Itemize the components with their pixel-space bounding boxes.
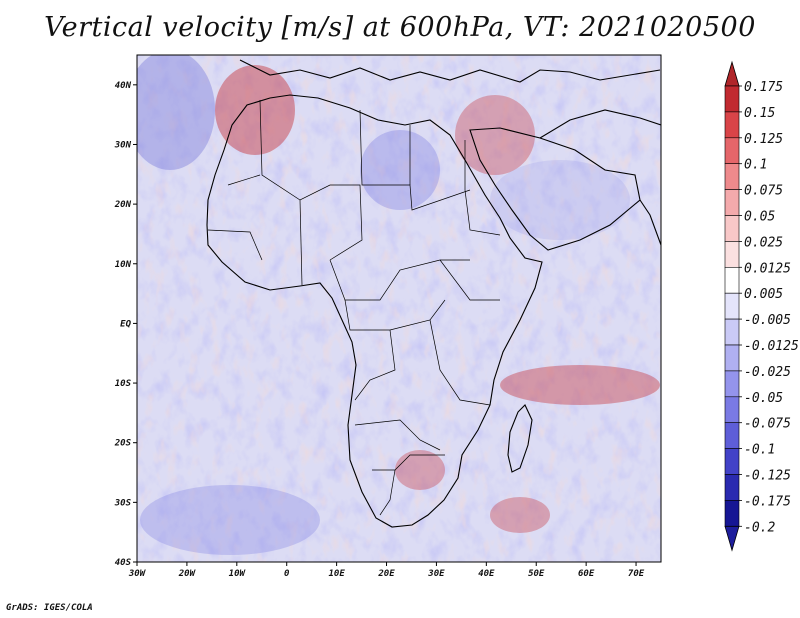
- x-tick-label: 30E: [427, 569, 445, 579]
- iran-coastline: [539, 109, 661, 139]
- colorbar-swatch: [724, 474, 740, 501]
- colorbar-label: 0.075: [744, 184, 783, 199]
- y-tick-label: 40S: [115, 558, 132, 568]
- y-tick-label: 20S: [114, 439, 132, 449]
- colorbar-label: -0.125: [744, 469, 791, 484]
- y-tick-label: 30S: [114, 498, 132, 508]
- colorbar-label: 0.0125: [744, 261, 791, 276]
- colorbar-swatch: [724, 266, 740, 294]
- colorbar-swatch: [724, 370, 740, 398]
- x-tick-label: 60E: [578, 569, 595, 579]
- colorbar-label: -0.175: [744, 494, 791, 509]
- x-tick-label: 50E: [528, 569, 545, 579]
- europe-coastline: [239, 59, 661, 83]
- colorbar-label: 0.005: [744, 287, 783, 302]
- y-axis: 40N 30N 20N 10N EQ 10S 20S 30S 40S: [114, 81, 137, 568]
- colorbar-label: 0.1: [744, 158, 767, 173]
- colorbar-label: 0.05: [744, 210, 775, 225]
- colorbar-label: 0.175: [744, 80, 783, 95]
- colorbar-label: -0.05: [744, 391, 783, 406]
- grads-credit: GrADS: IGES/COLA: [6, 603, 93, 613]
- colorbar-swatch: [724, 189, 740, 216]
- colorbar-swatch: [724, 396, 740, 423]
- colorbar-swatch: [724, 137, 740, 165]
- colorbar-swatch: [724, 85, 740, 113]
- colorbar-label: -0.025: [744, 365, 791, 380]
- map-frame: [136, 54, 662, 563]
- colorbar-swatch: [724, 422, 740, 449]
- colorbar-swatch: [724, 500, 740, 527]
- colorbar-label: -0.1: [744, 443, 775, 458]
- colorbar-label: -0.075: [744, 417, 791, 432]
- colorbar-label: -0.0125: [744, 339, 799, 354]
- colorbar-label: -0.005: [744, 313, 791, 328]
- y-tick-label: 10N: [115, 260, 132, 270]
- colorbar: 0.175 0.15 0.125 0.1 0.075 0.05 0.025 0.0125 0.0…: [724, 60, 799, 552]
- velocity-field: [137, 55, 661, 562]
- colorbar-min-triangle: [724, 525, 740, 552]
- coastlines: [206, 59, 661, 528]
- africa-coastline: [206, 94, 543, 528]
- x-tick-label: 20E: [377, 569, 395, 579]
- x-tick-label: 40E: [478, 569, 495, 579]
- colorbar-swatch: [724, 241, 740, 268]
- colorbar-swatch: [724, 163, 740, 190]
- y-tick-label: 20N: [114, 200, 132, 210]
- x-tick-label: 10W: [229, 569, 247, 579]
- x-tick-label: 70E: [628, 569, 645, 579]
- y-tick-label: EQ: [120, 319, 131, 329]
- map-title: Vertical velocity [m/s] at 600hPa, VT: 2…: [44, 12, 756, 43]
- x-tick-label: 20W: [178, 569, 197, 579]
- colorbar-swatch: [724, 111, 740, 139]
- country-borders: [207, 99, 501, 516]
- colorbar-label: 0.15: [744, 106, 775, 121]
- y-tick-label: 40N: [115, 81, 132, 91]
- colorbar-label: 0.125: [744, 132, 783, 147]
- x-axis: 30W 20W 10W 0 10E 20E 30E 40E 50E 60E 70E: [128, 562, 645, 579]
- colorbar-max-triangle: [724, 60, 740, 87]
- colorbar-swatch: [724, 215, 740, 242]
- x-tick-label: 10E: [328, 569, 345, 579]
- y-tick-label: 30N: [114, 140, 132, 150]
- madagascar-coastline: [507, 404, 533, 473]
- x-tick-label: 30W: [128, 569, 147, 579]
- india-coastline: [639, 199, 661, 246]
- x-tick-label: 0: [284, 569, 290, 579]
- colorbar-swatch: [724, 344, 740, 372]
- colorbar-swatch: [724, 292, 740, 320]
- colorbar-label: 0.025: [744, 235, 783, 250]
- colorbar-swatch: [724, 448, 740, 475]
- arabia-coastline: [469, 127, 641, 251]
- colorbar-swatch: [724, 318, 740, 346]
- colorbar-label: -0.2: [744, 520, 775, 535]
- y-tick-label: 10S: [115, 379, 132, 389]
